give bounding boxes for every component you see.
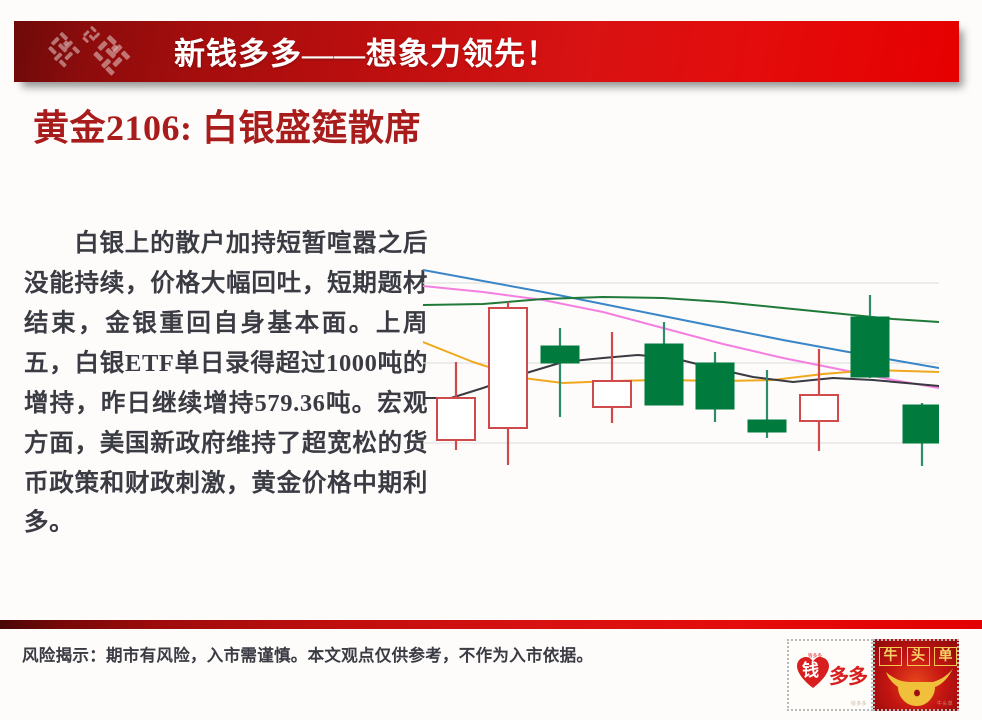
logo-char-3: 单 [934,647,957,666]
header-banner: 新钱多多——想象力领先！ [14,21,959,82]
article-body-text: 白银上的散户加持短暂喧嚣之后没能持续，价格大幅回吐，短期题材结束，金银重回自身基… [24,230,428,537]
logo-heart-char: 钱 [802,661,819,680]
logo-sub-text: 钱多多 [850,702,867,707]
logo-char-1: 牛 [879,647,902,666]
logo-main-text: 多多 [829,666,868,688]
chart-candles [436,295,939,466]
candlestick-chart [423,250,939,490]
logo-sub-text: 牛头单 [936,702,953,707]
article-title: 黄金2106: 白银盛筵散席 [33,108,421,148]
logo-char-2: 头 [906,647,930,666]
bull-head-icon [886,668,953,706]
chinese-knot-icon [48,26,131,76]
logo-char-row: 牛 头 单 [879,647,957,666]
qianduoduo-logo: 钱多多 钱 多多 钱多多 [787,639,873,711]
footer-divider [0,620,982,629]
footer-disclaimer: 风险揭示：期市有风险，入市需谨慎。本文观点仅供参考，不作为入市依据。 [22,646,594,665]
niutoudan-logo: 牛 头 单 牛头单 [873,639,959,711]
chart-canvas [423,269,939,466]
heart-icon [797,657,829,688]
banner-title: 新钱多多——想象力领先！ [174,36,558,72]
logo-tiny-text: 钱多多 [808,653,823,658]
logo-group: 钱多多 钱 多多 钱多多 牛 头 单 牛头单 [787,639,959,711]
